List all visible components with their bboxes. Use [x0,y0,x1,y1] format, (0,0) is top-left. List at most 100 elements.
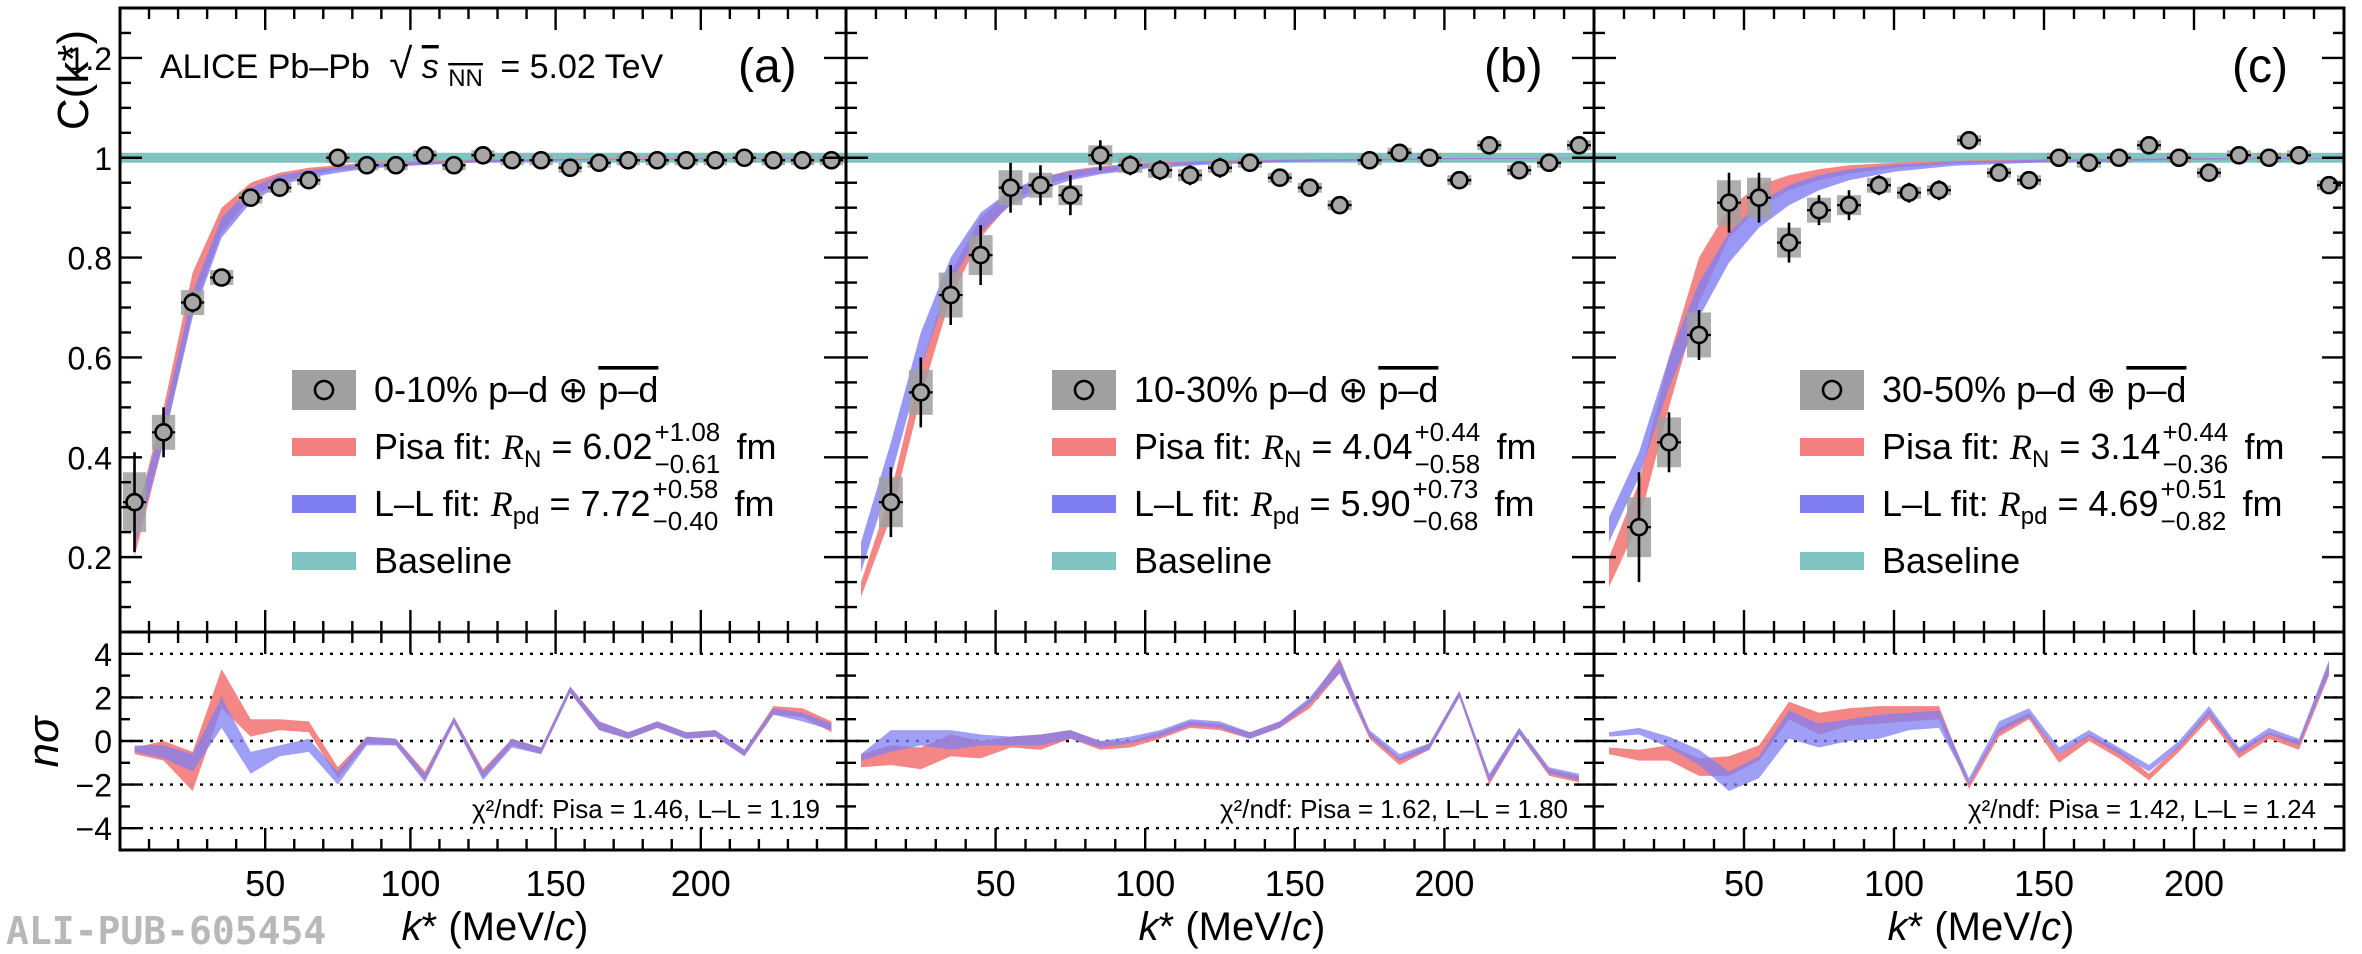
legend-ll-unit: fm [735,483,775,524]
legend-pisa-plus: +1.08 [654,417,720,447]
x-tick-label: 150 [2014,863,2074,904]
baseline-band [1594,152,2344,163]
data-point [212,268,231,287]
plot-data-layer [120,130,2344,830]
y-tick-label-bottom: −2 [76,768,112,804]
data-point [328,148,348,168]
y-axis-label-bottom: nσ [19,715,68,767]
experiment-name: ALICE Pb–Pb [160,48,370,86]
legend-baseline-label: Baseline [374,540,512,581]
legend-baseline-swatch [292,552,356,570]
legend-ll-swatch [1800,495,1864,513]
legend-baseline-swatch [1052,552,1116,570]
sqrt-symbol: √ [389,40,413,87]
data-point [2229,145,2249,165]
legend-c: 30-50% p–d ⊕ p–d Pisa fit: RN = 3.14 +0.44… [1800,369,2284,581]
x-tick-label: 200 [2164,863,2224,904]
legend-b: 10-30% p–d ⊕ p–d Pisa fit: RN = 4.04 +0.44… [1052,369,1536,581]
data-point [793,150,812,170]
data-point [154,423,173,442]
panel-clip-group-a [120,145,846,830]
panel-a [120,145,846,830]
legend-data-label: 0-10% p–d ⊕ p–d [374,369,658,410]
data-point [502,150,522,170]
data-point [764,150,783,170]
data-point [1989,163,2009,183]
data-point [1001,178,1020,198]
legend-pisa-swatch [1052,438,1116,456]
experiment-header: ALICE Pb–Pb √ s NN = 5.02 TeV [160,40,664,94]
legend-data-label: 30-50% p–d ⊕ p–d [1882,369,2186,410]
chi2-label-b: χ²/ndf: Pisa = 1.62, L–L = 1.80 [1220,794,1568,824]
x-tick-label: 150 [526,863,586,904]
data-point [1180,165,1200,185]
y-tick-label-bottom: 2 [94,680,112,716]
data-point [1509,160,1529,180]
legend-marker-point [1821,379,1843,401]
data-point [941,285,961,305]
data-point [1479,135,1499,155]
data-point [1539,153,1559,173]
y-axis-label-top: C(k*) [49,30,98,130]
data-point [415,145,435,165]
data-point [1629,517,1649,537]
legends: 0-10% p–d ⊕ p–d Pisa fit: RN = 6.02 +1.08 −… [292,369,2284,581]
data-point [2019,170,2039,190]
legend-data-label: 10-30% p–d ⊕ p–d [1134,369,1438,410]
data-point [822,150,841,170]
data-point [183,293,202,312]
data-point [618,150,638,170]
legend-ll-label: L–L fit: Rpd = 4.69 [1882,483,2159,530]
data-point [531,150,551,170]
legend-pisa-unit: fm [2244,426,2284,467]
data-point [1929,180,1949,200]
legend-pisa-label: Pisa fit: RN = 6.02 [374,426,652,473]
y-tick-label-top: 0.4 [68,440,112,476]
panel-label-b: (b) [1484,40,1543,93]
legend-pisa-minus: −0.58 [1414,449,1480,479]
legend-pisa-plus: +0.44 [2162,417,2228,447]
legend-ll-minus: −0.82 [2161,506,2227,536]
x-axis-title: k* (MeV/c) [402,905,589,949]
legend-marker-point [1073,379,1095,401]
panel-label-a: (a) [738,40,797,93]
legend-pisa-unit: fm [1496,426,1536,467]
svg-text:ALICE Pb–Pb √ s: ALICE Pb–Pb √ s NN = 5.02 TeV [160,40,664,94]
legend-pisa-minus: −0.36 [2162,449,2228,479]
chi2-label-a: χ²/ndf: Pisa = 1.46, L–L = 1.19 [472,794,820,824]
legend-marker-point [313,379,335,401]
data-point [2199,163,2219,183]
legend-pisa-plus: +0.44 [1414,417,1480,447]
data-point [971,245,990,265]
x-tick-label: 150 [1265,863,1325,904]
legend-pisa-swatch [292,438,356,456]
data-point [1899,183,1919,203]
nsigma-ll-band [134,686,832,785]
legend-baseline-label: Baseline [1882,540,2020,581]
data-point [881,492,901,512]
y-tick-label-bottom: 0 [94,724,112,760]
y-tick-label-top: 0.6 [68,340,112,376]
panel-c [1594,130,2344,830]
legend-pisa-swatch [1800,438,1864,456]
data-point [1450,170,1469,190]
x-axis-title: k* (MeV/c) [1888,905,2075,949]
data-point [2079,153,2099,173]
x-tick-label: 50 [976,863,1016,904]
legend-baseline-swatch [1800,552,1864,570]
legend-ll-plus: +0.73 [1413,474,1479,504]
data-point [386,155,406,175]
x-tick-label: 200 [1414,863,1474,904]
data-point [1061,185,1080,205]
legend-ll-label: L–L fit: Rpd = 5.90 [1134,483,1411,530]
y-tick-label-top: 1.2 [68,41,112,77]
data-point [706,150,725,170]
data-point [1300,178,1320,198]
energy-label: = 5.02 TeV [500,48,663,86]
data-point [2169,148,2189,168]
data-point [2049,148,2069,168]
nsigma-pisa-band [134,669,832,792]
data-point [1210,158,1230,178]
